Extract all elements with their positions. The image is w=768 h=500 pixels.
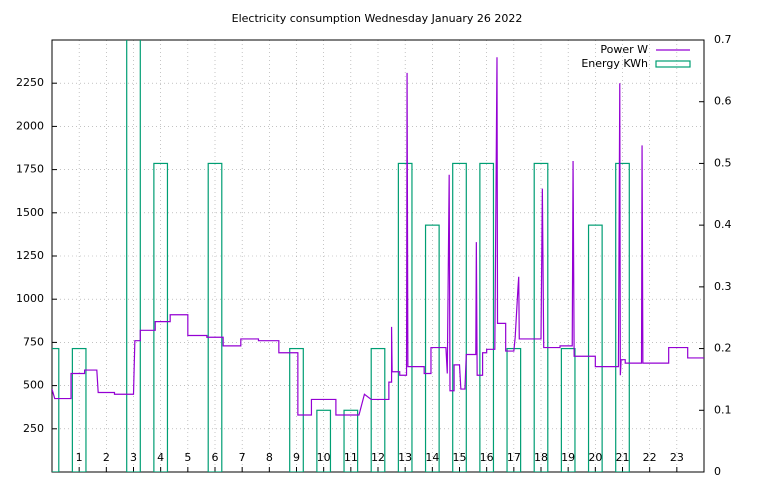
x-tick-label: 22 — [643, 451, 657, 464]
y2-tick-label: 0.2 — [714, 342, 732, 355]
y2-tick-label: 0.6 — [714, 95, 732, 108]
energy-box — [533, 162, 549, 472]
energy-box — [615, 162, 630, 472]
energy-box — [587, 224, 603, 472]
y-tick-label: 1750 — [16, 163, 44, 176]
legend-label: Energy KWh — [581, 57, 648, 70]
y-tick-label: 500 — [23, 379, 44, 392]
energy-box — [153, 162, 169, 472]
legend-swatch — [655, 60, 691, 68]
y2-tick-label: 0.4 — [714, 218, 732, 231]
x-tick-label: 23 — [670, 451, 684, 464]
x-tick-label: 12 — [371, 451, 385, 464]
legend-label: Power W — [600, 43, 648, 56]
x-tick-label: 1 — [76, 451, 83, 464]
x-tick-label: 15 — [453, 451, 467, 464]
x-tick-label: 9 — [293, 451, 300, 464]
energy-box — [316, 409, 332, 472]
x-tick-label: 16 — [480, 451, 494, 464]
y-tick-label: 1000 — [16, 292, 44, 305]
power-line — [52, 57, 704, 416]
y-tick-label: 2000 — [16, 119, 44, 132]
energy-box — [126, 40, 141, 472]
y-tick-label: 750 — [23, 335, 44, 348]
y2-tick-label: 0.7 — [714, 33, 732, 46]
energy-box — [71, 347, 87, 472]
energy-box — [343, 409, 359, 472]
x-tick-label: 20 — [588, 451, 602, 464]
energy-box — [560, 347, 576, 472]
x-tick-label: 6 — [212, 451, 219, 464]
x-tick-label: 19 — [561, 451, 575, 464]
plot-area — [52, 40, 704, 472]
x-tick-label: 11 — [344, 451, 358, 464]
x-tick-label: 18 — [534, 451, 548, 464]
energy-box — [52, 347, 60, 472]
energy-box — [424, 224, 440, 472]
x-tick-label: 17 — [507, 451, 521, 464]
x-tick-label: 5 — [184, 451, 191, 464]
x-tick-label: 10 — [317, 451, 331, 464]
x-tick-label: 2 — [103, 451, 110, 464]
y-tick-label: 250 — [23, 422, 44, 435]
y2-tick-label: 0.1 — [714, 403, 732, 416]
y-tick-label: 1250 — [16, 249, 44, 262]
y2-tick-label: 0.3 — [714, 280, 732, 293]
y2-tick-label: 0.5 — [714, 156, 732, 169]
y2-tick-label: 0 — [714, 465, 721, 478]
energy-box — [452, 162, 467, 472]
energy-box — [397, 162, 413, 472]
energy-box — [479, 162, 495, 472]
energy-box — [207, 162, 223, 472]
x-tick-label: 3 — [130, 451, 137, 464]
x-tick-label: 13 — [398, 451, 412, 464]
y-tick-label: 1500 — [16, 206, 44, 219]
x-tick-label: 21 — [616, 451, 630, 464]
x-tick-label: 4 — [157, 451, 164, 464]
y-tick-label: 2250 — [16, 76, 44, 89]
x-tick-label: 7 — [239, 451, 246, 464]
x-tick-label: 14 — [425, 451, 439, 464]
energy-box — [289, 347, 304, 472]
x-tick-label: 8 — [266, 451, 273, 464]
energy-box — [370, 347, 386, 472]
chart-title: Electricity consumption Wednesday Januar… — [232, 12, 523, 25]
